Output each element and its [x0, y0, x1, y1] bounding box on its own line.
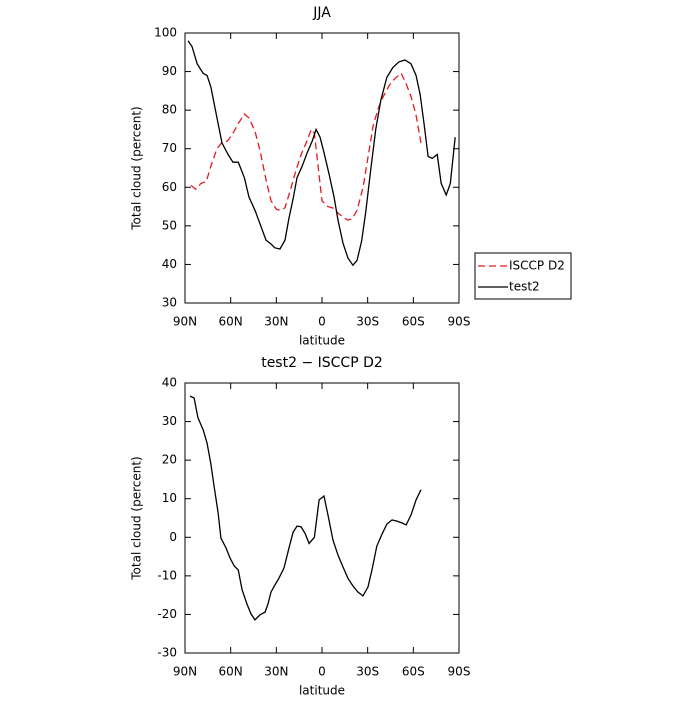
- x-tick-label: 60N: [219, 315, 243, 329]
- x-tick-label: 60S: [402, 665, 425, 679]
- y-tick-label: 50: [162, 218, 177, 232]
- x-tick-label: 60S: [402, 315, 425, 329]
- y-tick-label: 90: [162, 64, 177, 78]
- y-axis-label: Total cloud (percent): [130, 456, 144, 580]
- y-tick-label: 100: [154, 26, 177, 40]
- y-axis-label: Total cloud (percent): [130, 106, 144, 230]
- chart-title: JJA: [312, 5, 331, 21]
- x-tick-label: 30S: [356, 315, 379, 329]
- x-tick-label: 0: [318, 665, 326, 679]
- legend-box: [474, 252, 572, 300]
- y-tick-label: 30: [162, 414, 177, 428]
- y-tick-label: 40: [162, 257, 177, 271]
- data-line: [187, 40, 456, 267]
- plot-frame: [184, 382, 460, 654]
- plot-frame: [184, 32, 460, 304]
- data-line: [189, 395, 422, 621]
- y-tick-label: 80: [162, 103, 177, 117]
- y-tick-label: -10: [157, 568, 177, 582]
- x-tick-label: 90S: [448, 665, 471, 679]
- y-tick-label: -20: [157, 607, 177, 621]
- x-tick-label: 90S: [448, 315, 471, 329]
- y-tick-label: 60: [162, 180, 177, 194]
- legend-label: test2: [509, 280, 540, 294]
- x-tick-label: 90N: [173, 665, 197, 679]
- y-tick-label: 70: [162, 141, 177, 155]
- data-line: [190, 72, 422, 221]
- x-tick-label: 30N: [264, 315, 288, 329]
- chart-title: test2 − ISCCP D2: [261, 355, 383, 371]
- x-tick-label: 30N: [264, 665, 288, 679]
- y-tick-label: 30: [162, 296, 177, 310]
- y-tick-label: -30: [157, 646, 177, 660]
- y-tick-label: 40: [162, 376, 177, 390]
- legend-label: ISCCP D2: [509, 259, 565, 273]
- x-tick-label: 60N: [219, 665, 243, 679]
- x-axis-label: latitude: [299, 684, 345, 698]
- x-tick-label: 90N: [173, 315, 197, 329]
- y-tick-label: 20: [162, 453, 177, 467]
- y-tick-label: 0: [169, 530, 177, 544]
- x-axis-label: latitude: [299, 334, 345, 348]
- x-tick-label: 0: [318, 315, 326, 329]
- x-tick-label: 30S: [356, 665, 379, 679]
- y-tick-label: 10: [162, 491, 177, 505]
